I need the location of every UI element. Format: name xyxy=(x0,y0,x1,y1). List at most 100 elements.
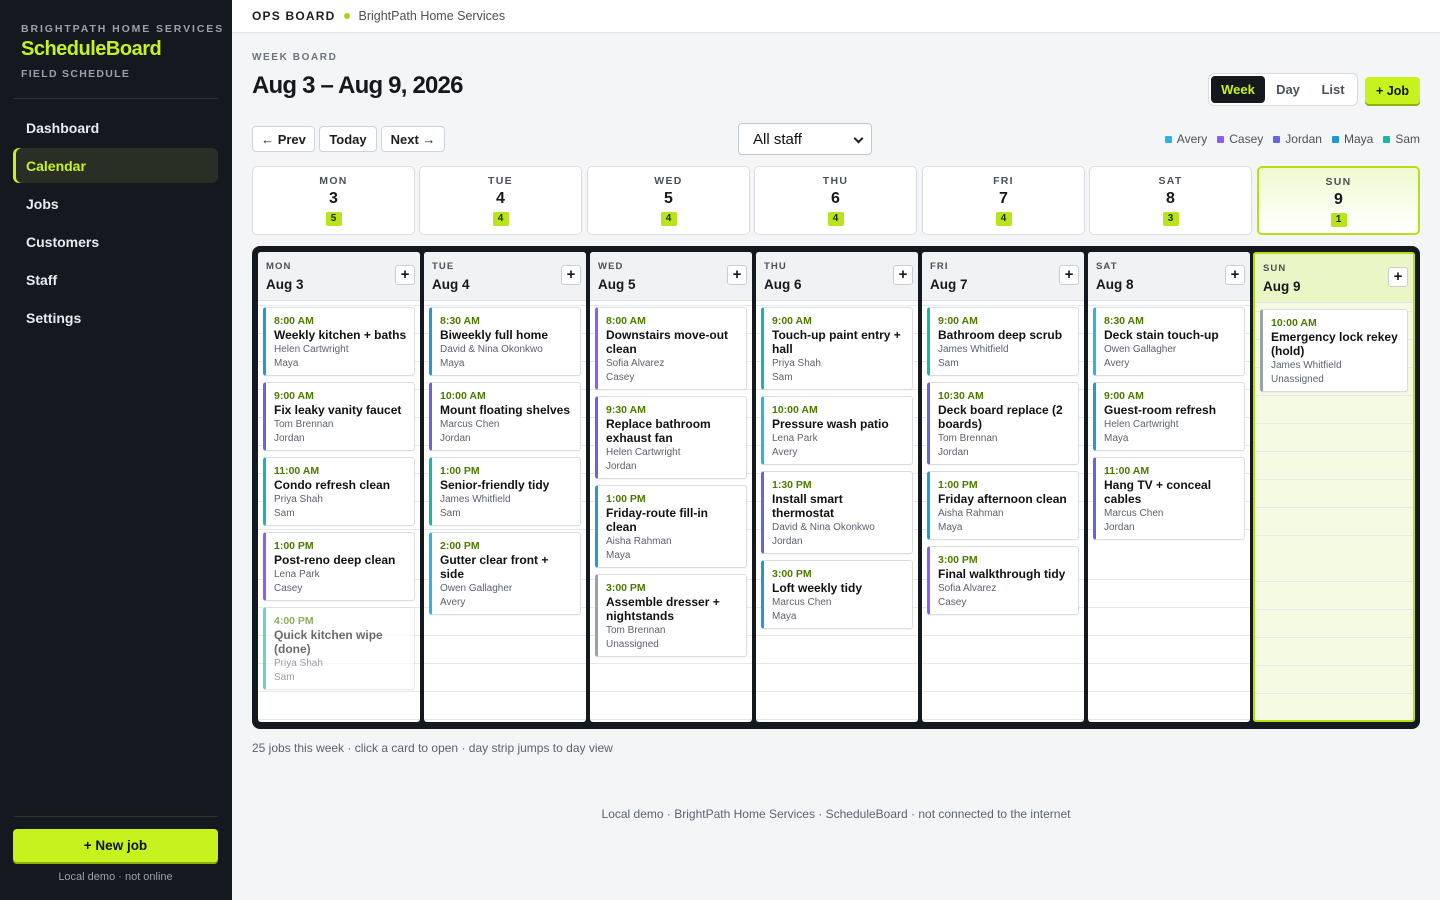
job-assignee: Maya xyxy=(1104,433,1129,444)
job-customer: Priya Shah xyxy=(274,494,323,505)
job-customer: Aisha Rahman xyxy=(938,508,1004,519)
job-card[interactable]: 9:30 AM Replace bathroom exhaust fan Helen… xyxy=(595,396,747,479)
add-job-plus-icon[interactable]: + xyxy=(1225,265,1245,285)
day-column-header: WED Aug 5 + xyxy=(590,252,752,301)
day-job-list: 8:30 AM Deck stain touch-up Owen Gallagher… xyxy=(1093,307,1245,546)
column-date: Aug 8 xyxy=(1096,277,1134,292)
job-customer: Owen Gallagher xyxy=(440,583,513,594)
add-job-plus-icon[interactable]: + xyxy=(395,265,415,285)
sidebar-item-staff[interactable]: Staff xyxy=(26,271,58,288)
job-card[interactable]: 10:00 AM Mount floating shelves Marcus Che… xyxy=(429,382,581,451)
column-day-name: THU xyxy=(764,261,787,272)
job-card[interactable]: 10:00 AM Emergency lock rekey (hold) James… xyxy=(1260,309,1408,392)
job-card[interactable]: 9:00 AM Fix leaky vanity faucet Tom Brenna… xyxy=(263,382,415,451)
day-strip-fri[interactable]: FRI 7 4 xyxy=(922,166,1085,235)
new-job-button[interactable]: + New job xyxy=(13,829,218,862)
job-card[interactable]: 9:00 AM Touch-up paint entry + hall Priya … xyxy=(761,307,913,390)
sidebar-item-jobs[interactable]: Jobs xyxy=(26,195,59,212)
job-assignee: Jordan xyxy=(274,433,305,444)
add-job-plus-icon[interactable]: + xyxy=(1388,267,1408,287)
add-job-plus-icon[interactable]: + xyxy=(893,265,913,285)
job-card[interactable]: 1:00 PM Senior-friendly tidy James Whitfie… xyxy=(429,457,581,526)
job-card[interactable]: 1:00 PM Friday-route fill-in clean Aisha R… xyxy=(595,485,747,568)
job-assignee: Maya xyxy=(938,522,963,533)
day-name: FRI xyxy=(993,175,1014,187)
page-footer: Local demo · BrightPath Home Services · … xyxy=(601,807,1071,821)
job-customer: David & Nina Okonkwo xyxy=(772,522,875,533)
job-card[interactable]: 9:00 AM Bathroom deep scrub James Whitfiel… xyxy=(927,307,1079,376)
day-job-list: 9:00 AM Touch-up paint entry + hall Priya … xyxy=(761,307,913,635)
job-card[interactable]: 3:00 PM Loft weekly tidy Marcus Chen Maya xyxy=(761,560,913,629)
job-card[interactable]: 4:00 PM Quick kitchen wipe (done) Priya Sh… xyxy=(263,607,415,690)
add-job-plus-icon[interactable]: + xyxy=(1059,265,1079,285)
sidebar-item-customers[interactable]: Customers xyxy=(26,233,100,250)
job-card[interactable]: 2:00 PM Gutter clear front + side Owen Gal… xyxy=(429,532,581,615)
job-card[interactable]: 10:00 AM Pressure wash patio Lena Park Aver… xyxy=(761,396,913,465)
job-customer: Lena Park xyxy=(772,433,818,444)
job-card[interactable]: 3:00 PM Final walkthrough tidy Sofia Alvar… xyxy=(927,546,1079,615)
divider xyxy=(13,98,218,99)
job-assignee: Maya xyxy=(606,550,631,561)
day-strip-tue[interactable]: TUE 4 4 xyxy=(419,166,582,235)
job-time: 1:00 PM xyxy=(606,493,646,505)
staff-filter-value: All staff xyxy=(753,130,802,148)
job-time: 10:00 AM xyxy=(772,404,818,416)
day-name: TUE xyxy=(488,175,513,187)
view-day-button[interactable]: Day xyxy=(1276,82,1300,97)
job-assignee: Maya xyxy=(274,358,299,369)
day-strip-thu[interactable]: THU 6 4 xyxy=(754,166,917,235)
job-card[interactable]: 10:30 AM Deck board replace (2 boards) Tom… xyxy=(927,382,1079,465)
job-time: 10:30 AM xyxy=(938,390,984,402)
view-week-button[interactable]: Week xyxy=(1211,76,1265,103)
sidebar-item-settings[interactable]: Settings xyxy=(26,309,82,326)
sidebar: BRIGHTPATH HOME SERVICES ScheduleBoard F… xyxy=(0,0,232,900)
day-strip-sat[interactable]: SAT 8 3 xyxy=(1089,166,1252,235)
job-customer: Helen Cartwright xyxy=(1104,419,1179,430)
sidebar-item-calendar[interactable]: Calendar xyxy=(13,148,218,183)
topbar-org: BrightPath Home Services xyxy=(358,9,506,23)
staff-filter-select[interactable]: All staff xyxy=(738,123,872,155)
job-card[interactable]: 8:30 AM Biweekly full home David & Nina Ok… xyxy=(429,307,581,376)
job-customer: Helen Cartwright xyxy=(274,344,349,355)
job-card[interactable]: 1:30 PM Install smart thermostat David & N… xyxy=(761,471,913,554)
job-card[interactable]: 8:30 AM Deck stain touch-up Owen Gallagher… xyxy=(1093,307,1245,376)
next-week-button[interactable]: Next → xyxy=(381,126,445,152)
today-button[interactable]: Today xyxy=(319,126,377,152)
day-strip-mon[interactable]: MON 3 5 xyxy=(252,166,415,235)
job-card[interactable]: 1:00 PM Friday afternoon clean Aisha Rahma… xyxy=(927,471,1079,540)
legend-swatch-icon xyxy=(1164,135,1172,143)
sidebar-footer: Local demo · not online xyxy=(58,871,173,883)
job-card[interactable]: 11:00 AM Hang TV + conceal cables Marcus C… xyxy=(1093,457,1245,540)
job-card[interactable]: 11:00 AM Condo refresh clean Priya Shah Sam xyxy=(263,457,415,526)
day-strip-sun[interactable]: SUN 9 1 xyxy=(1257,166,1420,235)
job-time: 1:00 PM xyxy=(440,465,480,477)
job-assignee: Jordan xyxy=(440,433,471,444)
job-card[interactable]: 8:00 AM Weekly kitchen + baths Helen Cartw… xyxy=(263,307,415,376)
sidebar-item-dashboard[interactable]: Dashboard xyxy=(26,119,100,136)
job-card[interactable]: 8:00 AM Downstairs move-out clean Sofia Al… xyxy=(595,307,747,390)
add-job-plus-icon[interactable]: + xyxy=(561,265,581,285)
view-list-button[interactable]: List xyxy=(1321,82,1345,97)
day-column-header: MON Aug 3 + xyxy=(258,252,420,301)
day-job-list: 9:00 AM Bathroom deep scrub James Whitfiel… xyxy=(927,307,1079,621)
day-column-header: FRI Aug 7 + xyxy=(922,252,1084,301)
job-card[interactable]: 9:00 AM Guest-room refresh Helen Cartwrigh… xyxy=(1093,382,1245,451)
topbar-label: OPS BOARD xyxy=(252,9,336,23)
prev-week-button[interactable]: ← Prev xyxy=(252,126,315,152)
legend-swatch-icon xyxy=(1383,135,1391,143)
job-time: 8:30 AM xyxy=(440,315,480,327)
job-time: 11:00 AM xyxy=(1104,465,1150,477)
app-logo[interactable]: ScheduleBoard xyxy=(21,38,162,60)
add-job-plus-icon[interactable]: + xyxy=(727,265,747,285)
job-time: 1:00 PM xyxy=(938,479,978,491)
job-title: Final walkthrough tidy xyxy=(938,567,1066,581)
day-job-list: 8:00 AM Weekly kitchen + baths Helen Cartw… xyxy=(263,307,415,696)
job-customer: Owen Gallagher xyxy=(1104,344,1177,355)
add-job-button[interactable]: + Job xyxy=(1365,77,1420,104)
day-strip-wed[interactable]: WED 5 4 xyxy=(587,166,750,235)
job-title: Fix leaky vanity faucet xyxy=(274,403,402,417)
job-title: Friday afternoon clean xyxy=(938,492,1067,506)
job-card[interactable]: 3:00 PM Assemble dresser + nightstands Tom… xyxy=(595,574,747,657)
job-card[interactable]: 1:00 PM Post-reno deep clean Lena Park Case… xyxy=(263,532,415,601)
day-number: 3 xyxy=(329,190,338,207)
